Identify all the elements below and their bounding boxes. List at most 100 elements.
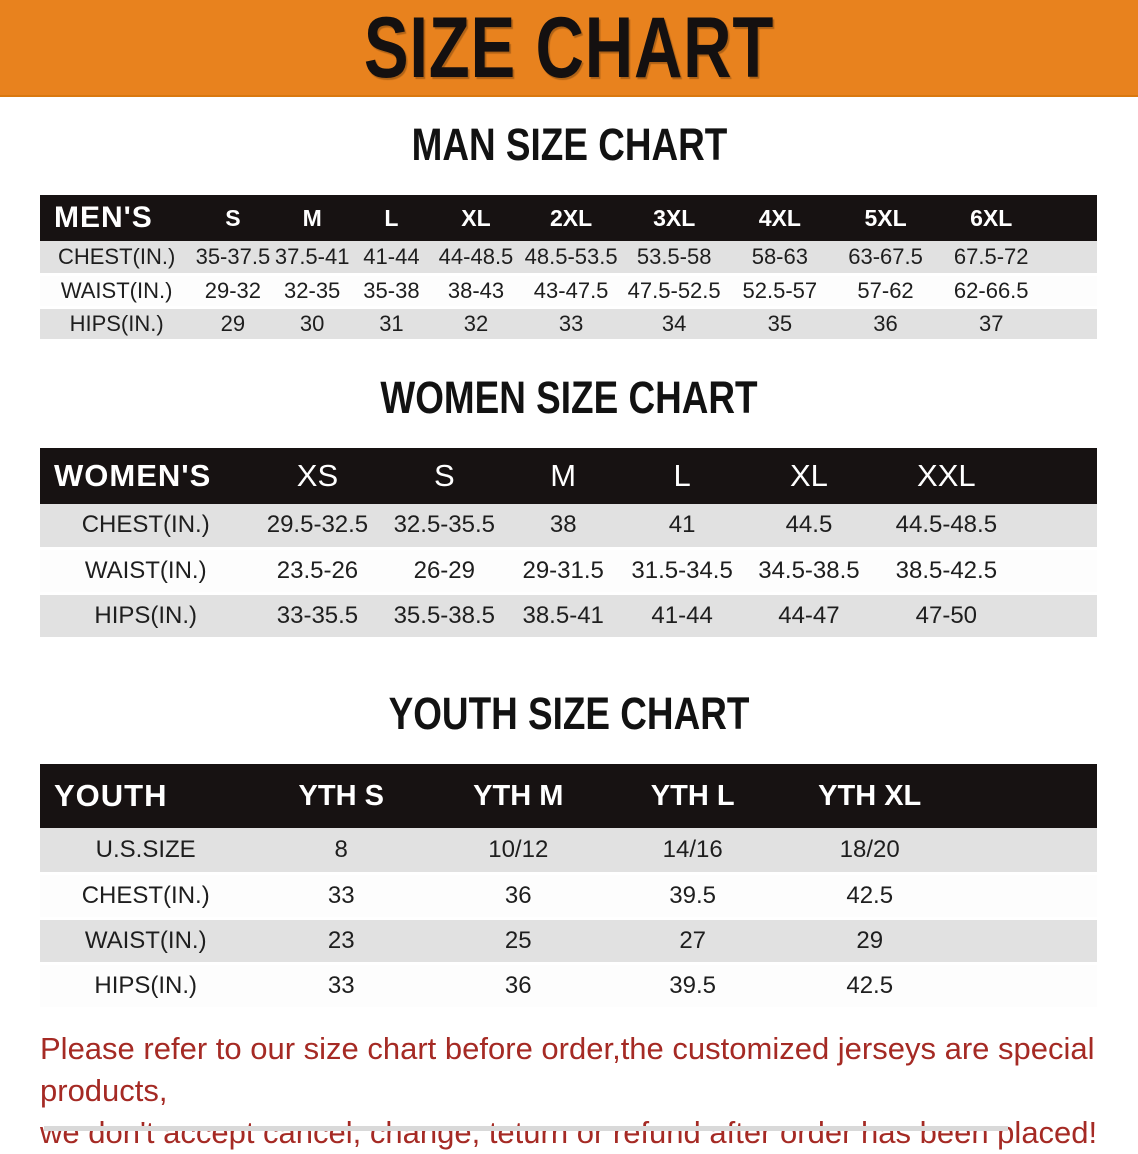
- size-value-cell: 33: [558, 310, 584, 336]
- size-value-cell: 47-50: [915, 602, 978, 629]
- row-label: WAIST(IN.): [60, 277, 173, 303]
- header-spacer: [960, 764, 1097, 828]
- size-value-cell: 35-38: [363, 277, 420, 303]
- table-row: WAIST(IN.) 29-32 32-35 35-38 38-43 43-47.5 47.…: [40, 274, 1097, 307]
- row-spacer: [1018, 594, 1097, 639]
- size-value-cell: 53.5-58: [636, 243, 712, 269]
- size-column-header: YTH L: [650, 779, 735, 812]
- row-label: CHEST(IN.): [81, 881, 210, 909]
- row-spacer: [960, 873, 1097, 918]
- youth-size-table: YOUTH YTH S YTH M YTH L YTH XL U.S.SIZE 8 10/1…: [40, 764, 1097, 1010]
- table-row: HIPS(IN.) 29 30 31 32 33 34 35 36 37: [40, 307, 1097, 340]
- table-row: CHEST(IN.) 29.5-32.5 32.5-35.5 38 41 44.5 44.5…: [40, 503, 1097, 549]
- size-value-cell: 36: [873, 310, 898, 336]
- size-value-cell: 67.5-72: [953, 243, 1029, 269]
- size-value-cell: 33-35.5: [276, 602, 359, 629]
- women-table-header-row: WOMEN'S XS S M L XL XXL: [40, 447, 1097, 504]
- size-value-cell: 38-43: [447, 277, 505, 303]
- size-value-cell: 18/20: [839, 835, 900, 863]
- size-value-cell: 41-44: [651, 602, 713, 629]
- size-column-header: 2XL: [550, 204, 593, 231]
- disclaimer-text: Please refer to our size chart before or…: [0, 1028, 1138, 1154]
- size-value-cell: 8: [334, 835, 348, 863]
- size-value-cell: 63-67.5: [848, 243, 923, 269]
- size-value-cell: 62-66.5: [953, 277, 1029, 303]
- disclaimer-line-1: Please refer to our size chart before or…: [40, 1030, 1095, 1108]
- size-value-cell: 43-47.5: [533, 277, 609, 303]
- size-value-cell: 33: [327, 971, 355, 999]
- size-value-cell: 29: [220, 310, 246, 336]
- row-spacer: [960, 963, 1097, 1008]
- size-value-cell: 52.5-57: [742, 277, 818, 303]
- size-column-header: M: [550, 457, 577, 493]
- size-value-cell: 38.5-41: [522, 602, 604, 629]
- size-value-cell: 27: [679, 926, 707, 954]
- header-spacer: [1044, 195, 1097, 241]
- row-spacer: [960, 918, 1097, 963]
- table-row: CHEST(IN.) 33 36 39.5 42.5: [40, 873, 1097, 918]
- size-value-cell: 29-32: [204, 277, 262, 303]
- size-value-cell: 38: [549, 511, 577, 539]
- size-value-cell: 34.5-38.5: [758, 557, 860, 584]
- bottom-edge-strip: [44, 1126, 1008, 1131]
- size-value-cell: 44-48.5: [438, 243, 514, 269]
- size-value-cell: 32-35: [284, 277, 341, 303]
- table-corner-label: YOUTH: [54, 778, 168, 813]
- size-column-header: 6XL: [970, 204, 1013, 231]
- row-spacer: [1044, 274, 1097, 307]
- size-value-cell: 26-29: [413, 557, 475, 584]
- row-label: HIPS(IN.): [94, 971, 198, 999]
- table-row: U.S.SIZE 8 10/12 14/16 18/20: [40, 828, 1097, 873]
- size-value-cell: 38.5-42.5: [895, 557, 998, 584]
- row-spacer: [1018, 504, 1097, 549]
- size-column-header: L: [384, 204, 399, 231]
- size-value-cell: 35-37.5: [195, 243, 271, 269]
- size-value-cell: 35.5-38.5: [393, 602, 495, 629]
- size-value-cell: 29-31.5: [522, 557, 604, 584]
- size-column-header: XL: [461, 204, 491, 231]
- size-column-header: 4XL: [758, 204, 801, 231]
- size-value-cell: 48.5-53.5: [524, 243, 618, 269]
- table-row: HIPS(IN.) 33-35.5 35.5-38.5 38.5-41 41-44 44-…: [40, 593, 1097, 639]
- row-label: WAIST(IN.): [84, 557, 207, 584]
- size-value-cell: 29.5-32.5: [266, 511, 369, 539]
- row-spacer: [1018, 549, 1097, 594]
- row-label: HIPS(IN.): [94, 602, 198, 629]
- size-column-header: L: [673, 457, 691, 493]
- row-spacer: [1044, 307, 1097, 340]
- size-value-cell: 37: [978, 310, 1004, 336]
- table-row: WAIST(IN.) 23 25 27 29: [40, 918, 1097, 963]
- header-spacer: [1018, 448, 1097, 504]
- disclaimer-line-2: we don't accept cancel, change, teturn o…: [40, 1114, 1098, 1150]
- row-spacer: [1044, 241, 1097, 274]
- men-size-table: MEN'S S M L XL 2XL 3XL 4XL 5XL 6XL CHEST(IN.) 35-3…: [40, 195, 1097, 342]
- size-value-cell: 39.5: [669, 971, 717, 999]
- row-label: U.S.SIZE: [95, 835, 196, 863]
- size-value-cell: 14/16: [662, 835, 723, 863]
- row-label: HIPS(IN.): [69, 310, 164, 336]
- size-value-cell: 47.5-52.5: [627, 277, 721, 303]
- size-value-cell: 41: [668, 511, 696, 539]
- men-section-heading: MAN SIZE CHART: [411, 119, 727, 170]
- size-column-header: YTH S: [298, 779, 384, 812]
- size-value-cell: 23: [327, 926, 355, 954]
- row-label: CHEST(IN.): [81, 511, 210, 539]
- size-value-cell: 32: [463, 310, 489, 336]
- size-value-cell: 58-63: [751, 243, 808, 269]
- size-value-cell: 37.5-41: [274, 243, 350, 269]
- youth-table-header-row: YOUTH YTH S YTH M YTH L YTH XL: [40, 764, 1097, 828]
- size-value-cell: 35: [767, 310, 793, 336]
- size-column-header: YTH XL: [818, 779, 922, 812]
- table-row: HIPS(IN.) 33 36 39.5 42.5: [40, 963, 1097, 1008]
- size-value-cell: 36: [504, 881, 532, 909]
- size-value-cell: 42.5: [846, 881, 894, 909]
- size-value-cell: 34: [661, 310, 687, 336]
- size-column-header: 5XL: [864, 204, 907, 231]
- row-label: WAIST(IN.): [84, 926, 207, 954]
- size-column-header: S: [225, 204, 241, 231]
- size-value-cell: 44.5: [785, 511, 833, 539]
- men-table-header-row: MEN'S S M L XL 2XL 3XL 4XL 5XL 6XL: [40, 195, 1097, 241]
- size-value-cell: 29: [856, 926, 884, 954]
- size-value-cell: 42.5: [846, 971, 894, 999]
- size-column-header: XXL: [917, 457, 976, 493]
